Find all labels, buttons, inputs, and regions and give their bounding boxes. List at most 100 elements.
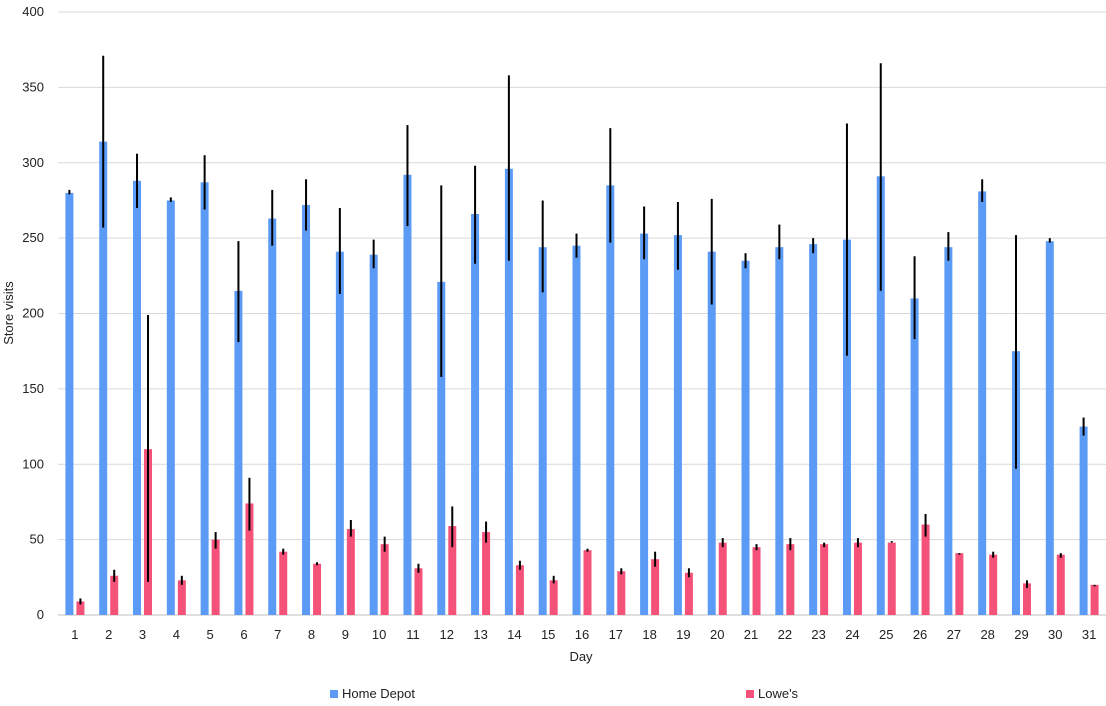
bar-home-depot xyxy=(842,239,851,615)
x-tick-label: 30 xyxy=(1048,627,1062,642)
x-tick-label: 2 xyxy=(105,627,112,642)
y-tick-label: 150 xyxy=(22,381,44,396)
bar-home-depot xyxy=(809,244,818,615)
bar-home-depot xyxy=(335,251,344,615)
bar-home-depot xyxy=(99,141,108,615)
bar-home-depot xyxy=(775,247,784,616)
bar-home-depot xyxy=(403,174,412,615)
legend: Home Depot Lowe's xyxy=(0,686,1106,704)
legend-label-home-depot: Home Depot xyxy=(342,686,415,701)
bar-lowes xyxy=(1022,583,1031,615)
x-tick-label: 6 xyxy=(240,627,247,642)
x-tick-label: 25 xyxy=(879,627,893,642)
bar-home-depot xyxy=(538,247,547,616)
bar-lowes xyxy=(989,554,998,615)
bar-home-depot xyxy=(1011,351,1020,615)
bar-home-depot xyxy=(741,260,750,615)
legend-swatch-lowes xyxy=(746,689,754,698)
bar-lowes xyxy=(1090,584,1099,615)
bar-lowes xyxy=(921,524,930,615)
bar-lowes xyxy=(583,550,592,615)
x-tick-label: 17 xyxy=(609,627,623,642)
bar-home-depot xyxy=(166,200,175,615)
x-tick-label: 10 xyxy=(372,627,386,642)
x-tick-label: 18 xyxy=(642,627,656,642)
legend-item-home-depot[interactable]: Home Depot xyxy=(330,686,415,701)
bar-home-depot xyxy=(640,233,649,616)
y-tick-label: 200 xyxy=(22,306,44,321)
bar-lowes xyxy=(279,551,288,615)
x-axis-title: Day xyxy=(569,649,593,664)
y-tick-label: 100 xyxy=(22,456,44,471)
x-tick-label: 27 xyxy=(947,627,961,642)
bar-lowes xyxy=(76,601,85,615)
x-tick-label: 9 xyxy=(342,627,349,642)
x-tick-label: 13 xyxy=(473,627,487,642)
bar-lowes xyxy=(110,575,119,615)
legend-swatch-home-depot xyxy=(330,689,338,698)
bar-home-depot xyxy=(1045,241,1054,615)
bar-lowes xyxy=(245,503,254,615)
bar-home-depot xyxy=(910,298,919,615)
bar-home-depot xyxy=(302,204,311,615)
x-tick-label: 23 xyxy=(811,627,825,642)
x-tick-label: 3 xyxy=(139,627,146,642)
bar-home-depot xyxy=(268,218,277,615)
x-tick-label: 31 xyxy=(1082,627,1096,642)
x-tick-label: 22 xyxy=(778,627,792,642)
x-tick-label: 7 xyxy=(274,627,281,642)
bar-lowes xyxy=(482,532,491,615)
bar-home-depot xyxy=(978,191,987,615)
y-axis-title: Store visits xyxy=(1,281,16,345)
bar-lowes xyxy=(617,571,626,615)
bar-home-depot xyxy=(437,281,446,615)
bar-lowes xyxy=(786,544,795,615)
x-tick-label: 24 xyxy=(845,627,859,642)
bar-home-depot xyxy=(876,176,885,615)
legend-label-lowes: Lowe's xyxy=(758,686,799,701)
bar-lowes xyxy=(177,580,186,615)
bar-home-depot xyxy=(133,180,142,615)
y-tick-label: 400 xyxy=(22,4,44,19)
y-tick-label: 250 xyxy=(22,230,44,245)
x-tick-label: 29 xyxy=(1014,627,1028,642)
bar-lowes xyxy=(651,559,660,615)
x-tick-label: 15 xyxy=(541,627,555,642)
x-tick-label: 19 xyxy=(676,627,690,642)
bar-home-depot xyxy=(944,247,953,616)
x-tick-label: 4 xyxy=(173,627,180,642)
bar-home-depot xyxy=(673,235,682,616)
bar-home-depot xyxy=(200,182,209,615)
bar-lowes xyxy=(718,542,727,615)
bar-lowes xyxy=(313,563,322,615)
x-tick-label: 14 xyxy=(507,627,521,642)
bar-lowes xyxy=(955,553,964,615)
bar-lowes xyxy=(414,568,423,615)
bar-lowes xyxy=(887,542,896,615)
bar-home-depot xyxy=(606,185,615,616)
bar-home-depot xyxy=(1079,426,1088,615)
bar-lowes xyxy=(515,565,524,615)
x-tick-label: 12 xyxy=(440,627,454,642)
x-tick-label: 11 xyxy=(406,627,420,642)
bar-lowes xyxy=(380,544,389,615)
y-tick-label: 300 xyxy=(22,155,44,170)
bars xyxy=(65,141,1099,616)
bar-home-depot xyxy=(572,245,581,615)
bar-home-depot xyxy=(707,251,716,615)
x-tick-label: 21 xyxy=(744,627,758,642)
bar-lowes xyxy=(448,526,457,615)
bar-lowes xyxy=(684,572,693,615)
bar-lowes xyxy=(549,580,558,615)
bar-lowes xyxy=(752,547,761,615)
x-tick-label: 28 xyxy=(980,627,994,642)
legend-item-lowes[interactable]: Lowe's xyxy=(746,686,798,701)
x-tick-label: 26 xyxy=(913,627,927,642)
bar-home-depot xyxy=(504,168,513,615)
error-bars xyxy=(68,55,1096,605)
x-tick-label: 20 xyxy=(710,627,724,642)
y-tick-label: 350 xyxy=(22,79,44,94)
bar-lowes xyxy=(1056,554,1065,615)
